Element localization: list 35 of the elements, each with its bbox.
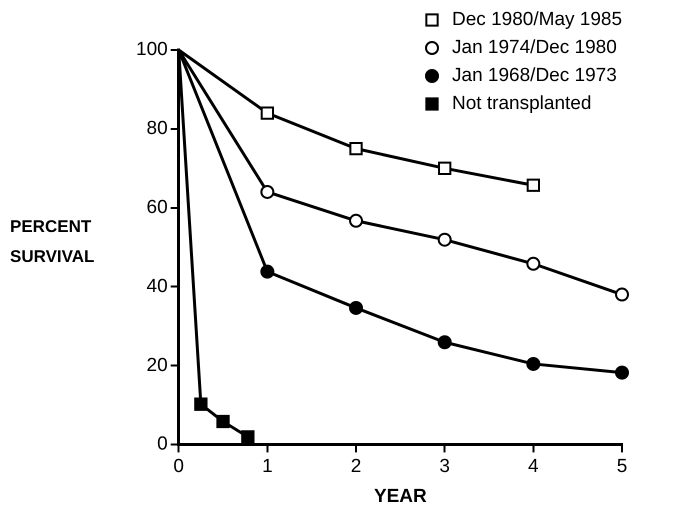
y-tick-label: 60: [146, 196, 168, 218]
x-tick-label: 4: [528, 456, 540, 478]
point: [216, 414, 230, 428]
x-tick-label: 1: [262, 456, 273, 478]
x-tick-label: 5: [616, 456, 628, 478]
point: [615, 288, 629, 302]
y-tick-label: 40: [146, 276, 168, 297]
point: [194, 398, 208, 411]
y-tick-label: 80: [146, 118, 168, 140]
point: [349, 300, 364, 315]
y-tick-label: 20: [146, 354, 168, 376]
x-tick-label: 2: [350, 456, 362, 478]
x-tick-label: 0: [173, 456, 184, 478]
point: [526, 178, 540, 192]
y-axis-title: PERCENT SURVIVAL: [10, 216, 94, 266]
y-tick-label: 100: [136, 39, 168, 60]
legend-label: Not transplanted: [452, 93, 592, 114]
point: [349, 142, 363, 156]
point: [260, 264, 274, 279]
legend-label: Jan 1968/Dec 1973: [452, 65, 617, 86]
x-tick-label: 3: [439, 456, 450, 478]
point: [615, 366, 629, 380]
x-axis-title: YEAR: [374, 486, 428, 507]
point: [438, 162, 452, 175]
point: [260, 106, 274, 120]
point: [349, 214, 364, 228]
point: [260, 184, 274, 199]
point: [438, 232, 452, 247]
legend-label: Jan 1974/Dec 1980: [452, 37, 617, 58]
legend-label: Dec 1980/May 1985: [452, 9, 622, 30]
point: [526, 256, 540, 271]
point: [526, 356, 540, 371]
point: [438, 335, 452, 350]
y-tick-label: 0: [157, 434, 168, 455]
point: [241, 430, 255, 444]
